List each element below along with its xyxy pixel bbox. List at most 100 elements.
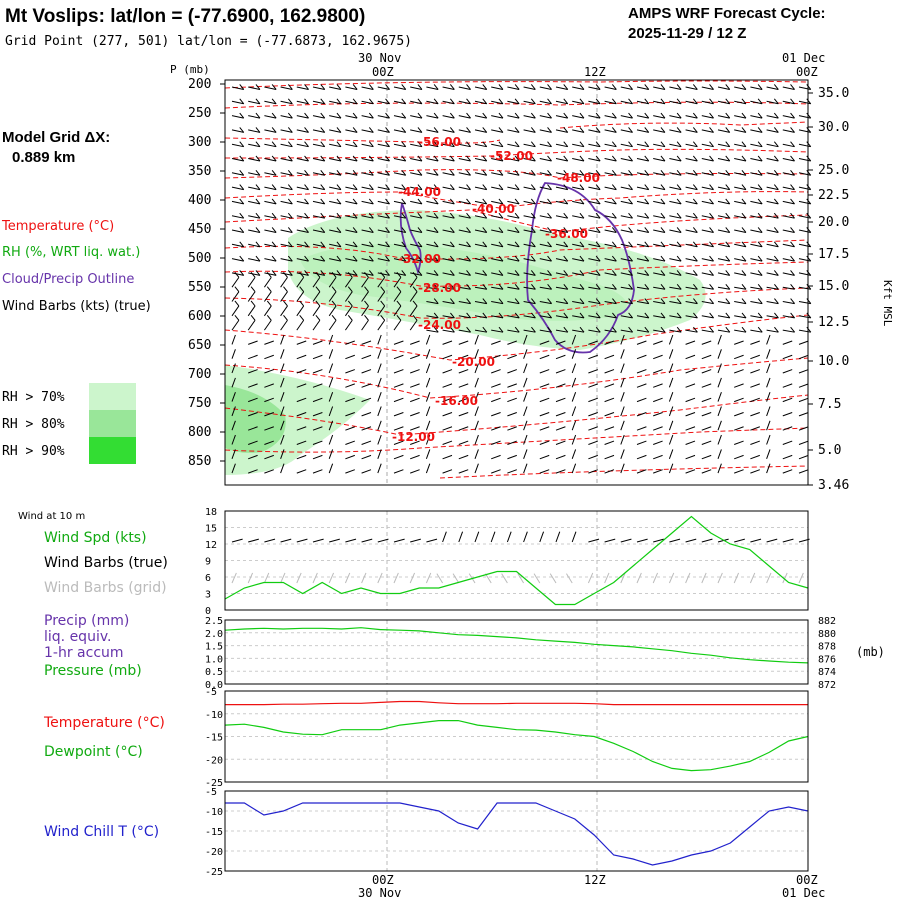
top-date-30nov: 30 Nov xyxy=(358,51,401,65)
wind-barb xyxy=(491,454,501,460)
wind-barb xyxy=(523,100,536,105)
wind-barb-flag xyxy=(466,127,471,133)
wind-barb xyxy=(474,406,479,417)
wind-barb-flag xyxy=(644,198,650,205)
wind-barb xyxy=(264,115,277,119)
wind-barb-flag xyxy=(380,272,386,278)
wind-barb-grid xyxy=(485,573,492,584)
wind-barb-flag xyxy=(692,212,698,219)
wind-barb xyxy=(734,329,747,333)
wind-barb-flag xyxy=(644,298,650,304)
wind-barb xyxy=(329,158,342,162)
wind-barb xyxy=(620,100,633,105)
wind-barb xyxy=(393,383,404,388)
wind-barb xyxy=(442,301,455,305)
wind-barb xyxy=(717,143,730,148)
wind-barb-flag xyxy=(611,112,617,119)
wind-barb xyxy=(750,454,760,460)
wind-barb-flag xyxy=(498,298,504,304)
wind-barb xyxy=(296,158,309,162)
wind-barb xyxy=(458,454,469,460)
wind-barb-flag xyxy=(692,84,698,90)
wind-barb xyxy=(507,272,520,276)
wind-barb-flag xyxy=(563,312,569,319)
wind-barb xyxy=(393,369,404,374)
wind-barb xyxy=(280,158,293,162)
wind-barb xyxy=(474,449,479,459)
wind-barb xyxy=(539,412,550,417)
wind-barb xyxy=(248,440,258,445)
wind-barb-flag xyxy=(368,155,374,162)
wind-barb xyxy=(539,469,550,474)
wind-barb xyxy=(701,383,712,388)
pressure-tick-label: 300 xyxy=(188,135,211,150)
wind-barb xyxy=(426,100,439,105)
wind-barb-flag xyxy=(385,270,390,276)
wind-barb-flag xyxy=(304,198,309,205)
y-tick-label: 15 xyxy=(205,524,217,535)
wind-barb-flag xyxy=(482,84,488,90)
wind-barb xyxy=(377,420,382,431)
wind-barb xyxy=(571,363,577,374)
y-tick-label: -5 xyxy=(205,687,217,698)
wind-barb-flag xyxy=(250,286,256,292)
wind-barb xyxy=(604,454,615,460)
wind-barb-flag xyxy=(547,141,552,148)
wind-barb-flag xyxy=(709,198,714,205)
wind-barb xyxy=(766,329,779,333)
wind-barb-flag xyxy=(547,184,552,190)
wind-barb xyxy=(620,377,625,388)
wind-barb-grid xyxy=(328,572,335,584)
wind-barb xyxy=(636,272,649,276)
wind-barb-flag xyxy=(611,198,617,205)
wind-barb-flag xyxy=(320,112,326,119)
wind-barb xyxy=(410,229,423,233)
wind-barb-flag xyxy=(352,112,358,119)
wind-barb xyxy=(458,426,469,431)
wind-barb xyxy=(555,272,568,276)
wind-barb-flag xyxy=(790,84,795,90)
wind-barb xyxy=(766,143,779,148)
wind-barb xyxy=(588,286,601,290)
wind-barb-flag xyxy=(579,98,585,105)
wind-barb-flag xyxy=(385,127,390,133)
wind-barb xyxy=(669,158,682,162)
wind-barb xyxy=(539,329,552,333)
wind-barb xyxy=(409,277,418,288)
wind-barb-flag xyxy=(498,155,504,162)
temp-y-axis: -5-10-15-20-25 xyxy=(205,687,223,789)
windchill-panel-frame xyxy=(224,790,809,872)
wind-barb-flag xyxy=(250,272,256,278)
wind-barb-flag xyxy=(482,112,488,119)
wind-barb-true xyxy=(312,538,324,543)
wind-barb xyxy=(328,291,337,302)
wind-barb xyxy=(410,354,420,360)
wind-barb-flag xyxy=(693,298,698,304)
wind-barb xyxy=(263,291,272,302)
wind-barb-flag xyxy=(579,127,585,133)
wind-barb-flag xyxy=(660,312,666,319)
wind-barb xyxy=(425,449,431,459)
wind-barb xyxy=(653,115,666,119)
wind-barb xyxy=(798,215,811,219)
wind-barb xyxy=(410,383,420,388)
wind-barb-flag xyxy=(709,227,714,233)
wind-barb xyxy=(701,286,714,290)
wind-barb xyxy=(734,412,744,417)
wind-barb xyxy=(620,129,633,133)
wind-barb-grid xyxy=(409,572,416,584)
wind-barb-flag xyxy=(806,227,812,233)
wind-barb xyxy=(442,129,455,133)
wind-barb-flag xyxy=(331,286,337,292)
legend-temperature: Temperature (°C) xyxy=(1,219,114,234)
wind-barb xyxy=(588,440,598,445)
wind-barb-flag xyxy=(336,198,342,205)
wind-barb-flag xyxy=(579,326,585,333)
wind-barb-flag xyxy=(806,84,812,90)
wind-barb xyxy=(312,229,325,233)
wind-barb xyxy=(782,200,795,205)
wind-barb xyxy=(539,315,552,319)
wind-barb xyxy=(539,129,552,133)
model-grid-value: 0.889 km xyxy=(12,149,75,166)
wind-barb xyxy=(458,469,469,474)
